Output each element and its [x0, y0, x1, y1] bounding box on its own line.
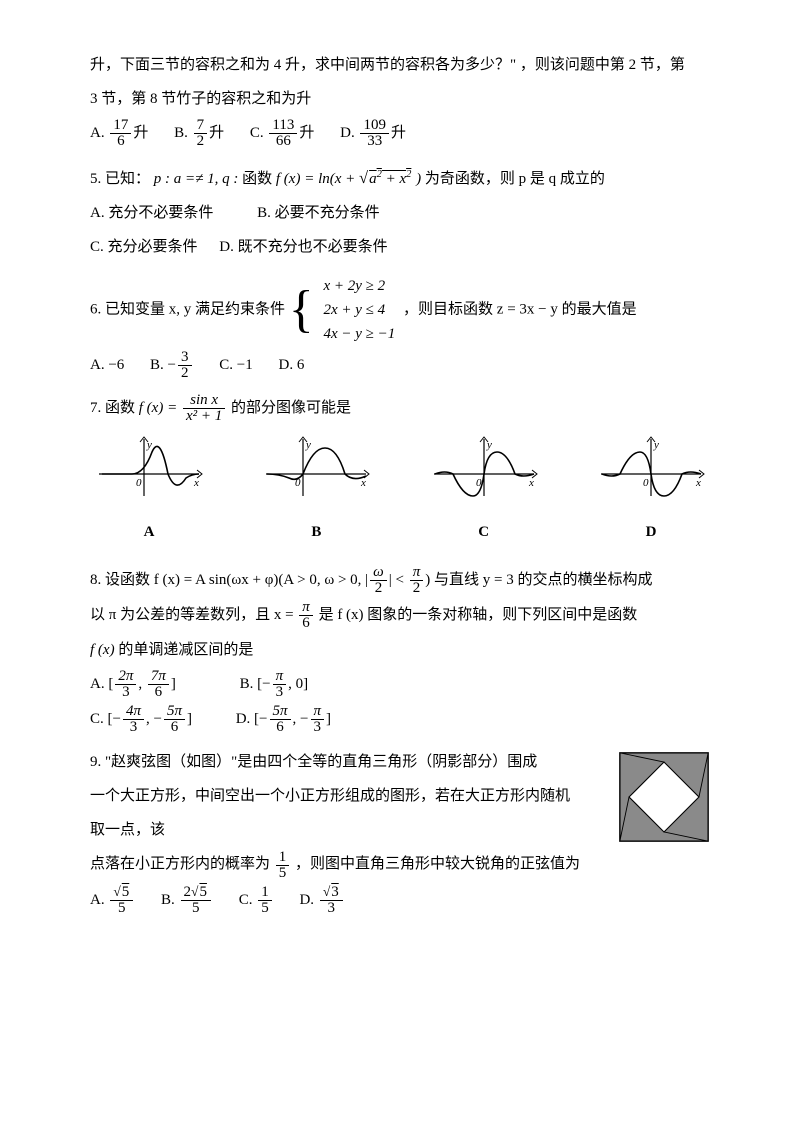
q6-opt-c: C. −1 — [219, 350, 252, 380]
brace-icon: { — [289, 284, 314, 336]
graph-b-svg: y x 0 — [261, 434, 371, 504]
q8-line2: 以 π 为公差的等差数列，且 x = π6 是 f (x) 图象的一条对称轴，则… — [90, 600, 710, 631]
svg-text:x: x — [193, 477, 199, 489]
q8-opts-row1: A. [2π3, 7π6] B. [−π3, 0] — [90, 669, 710, 700]
q6-opt-a: A. −6 — [90, 350, 124, 380]
q5-opts-row1: A. 充分不必要条件 B. 必要不充分条件 — [90, 198, 710, 228]
svg-text:0: 0 — [643, 477, 649, 489]
q9-line4: 点落在小正方形内的概率为 15 ，则图中直角三角形中较大锐角的正弦值为 — [90, 849, 710, 880]
svg-text:x: x — [528, 477, 534, 489]
q5-math: p : a =≠ 1, q : — [154, 171, 239, 187]
q4-options: A. 17 6 升 B. 72升 C. 11366升 D. 10933升 — [90, 118, 710, 149]
graph-d-svg: y x 0 — [596, 434, 706, 504]
q8-line3: f (x) f (x) 的单调递减区间的是的单调递减区间的是 — [90, 635, 710, 665]
q8-opt-d: D. [−5π6, −π3] — [236, 704, 331, 735]
svg-text:x: x — [695, 477, 701, 489]
svg-text:0: 0 — [136, 477, 142, 489]
q9-options: A. √55 B. 2√55 C. 15 D. √33 — [90, 885, 710, 916]
q9-line2: 一个大正方形，中间空出一个小正方形组成的图形，若在大正方形内随机 — [90, 781, 710, 811]
q8-opt-a: A. [2π3, 7π6] — [90, 669, 176, 700]
q4-opt-c: C. 11366升 — [250, 118, 314, 149]
q6-line: 6. 已知变量 x, y 满足约束条件 { x + 2y ≥ 2 2x + y … — [90, 274, 710, 346]
graph-d: y x 0 D — [596, 434, 706, 547]
q9-opt-d: D. √33 — [299, 885, 344, 916]
q6-opt-b: B. −32 — [150, 350, 193, 381]
q6-system: x + 2y ≥ 2 2x + y ≤ 4 4x − y ≥ −1 — [323, 274, 395, 346]
graph-a: y x 0 A — [94, 434, 204, 547]
q5-opt-a: A. 充分不必要条件 — [90, 198, 213, 228]
q8-opt-b: B. [−π3, 0] — [240, 669, 308, 700]
svg-text:y: y — [486, 439, 492, 451]
q4-intro-1: 升，下面三节的容积之和为 4 升，求中间两节的容积各为多少？" ，则该问题中第 … — [90, 50, 710, 80]
q7-line: 7. 函数 f (x) = sin xx² + 1 的部分图像可能是 — [90, 393, 710, 424]
svg-text:x: x — [360, 477, 366, 489]
svg-text:y: y — [653, 439, 659, 451]
graph-a-svg: y x 0 — [94, 434, 204, 504]
q4-opt-a: A. 17 6 升 — [90, 118, 148, 149]
q5-opt-c: C. 充分必要条件 — [90, 232, 198, 262]
q5-opts-row2: C. 充分必要条件 D. 既不充分也不必要条件 — [90, 232, 710, 262]
graph-c-svg: y x 0 — [429, 434, 539, 504]
q4-a-frac: 17 6 — [110, 118, 131, 149]
q5-opt-d: D. 既不充分也不必要条件 — [219, 232, 387, 262]
q8-opt-c: C. [−4π3, −5π6] — [90, 704, 192, 735]
exam-page: 升，下面三节的容积之和为 4 升，求中间两节的容积各为多少？" ，则该问题中第 … — [0, 0, 800, 968]
q4-opt-b: B. 72升 — [174, 118, 224, 149]
q5-line: 5. 已知： p : a =≠ 1, q : 函数 f (x) = ln(x +… — [90, 161, 710, 194]
q9-opt-a: A. √55 — [90, 885, 135, 916]
q4-intro-2: 3 节，第 8 节竹子的容积之和为升 — [90, 84, 710, 114]
q8-opts-row2: C. [−4π3, −5π6] D. [−5π6, −π3] — [90, 704, 710, 735]
q6-options: A. −6 B. −32 C. −1 D. 6 — [90, 350, 710, 381]
svg-text:y: y — [146, 439, 152, 451]
q5-opt-b: B. 必要不充分条件 — [257, 198, 380, 228]
q4-opt-d: D. 10933升 — [340, 118, 406, 149]
q6-opt-d: D. 6 — [278, 350, 304, 380]
q9-opt-c: C. 15 — [239, 885, 274, 916]
graph-c: y x 0 C — [429, 434, 539, 547]
graph-b: y x 0 B — [261, 434, 371, 547]
q9-block: 9. "赵爽弦图（如图）"是由四个全等的直角三角形（阴影部分）围成 一个大正方形… — [90, 747, 710, 915]
q8-line1: 8. 设函数 f (x) = A sin(ωx + φ)(A > 0, ω > … — [90, 565, 710, 596]
zhaoshuang-figure — [618, 751, 710, 843]
q7-graphs: y x 0 A y x 0 B — [90, 434, 710, 547]
q9-line3: 取一点，该 — [90, 815, 710, 845]
svg-text:y: y — [305, 439, 311, 451]
q9-opt-b: B. 2√55 — [161, 885, 213, 916]
q9-line1: 9. "赵爽弦图（如图）"是由四个全等的直角三角形（阴影部分）围成 — [90, 747, 710, 777]
